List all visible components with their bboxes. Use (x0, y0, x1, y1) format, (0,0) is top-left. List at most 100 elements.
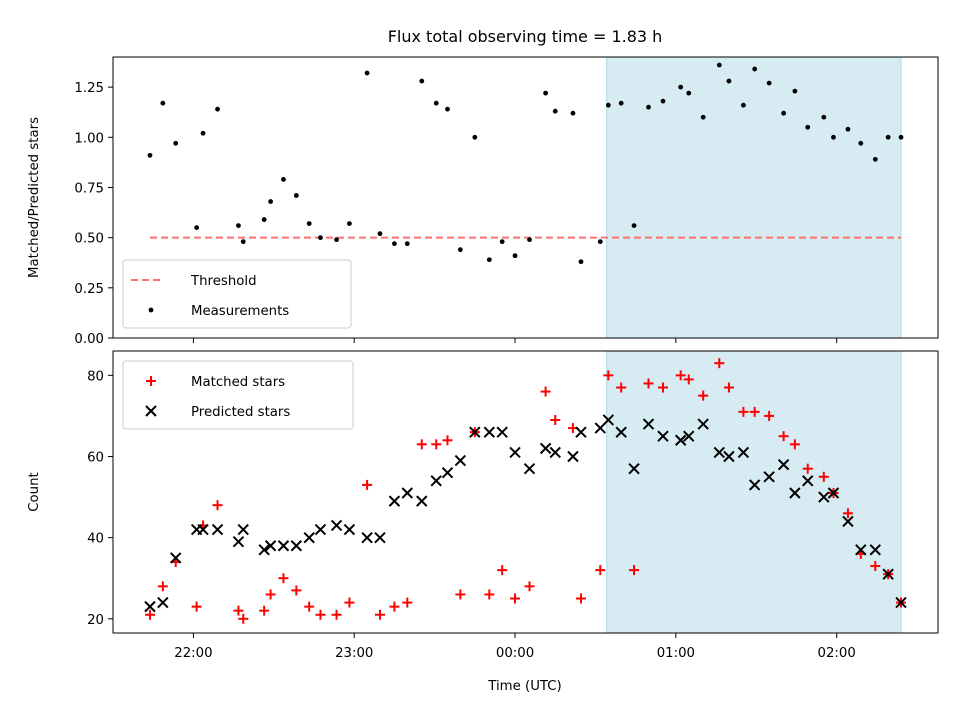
legend-marker-swatch-b (145, 405, 157, 417)
y-tick-label: 20 (87, 613, 104, 628)
data-point-b (539, 442, 552, 455)
legend-label: Predicted stars (191, 405, 290, 420)
data-point (683, 374, 694, 385)
data-point-b (723, 450, 735, 463)
data-point-b (509, 446, 521, 459)
data-point (441, 467, 454, 479)
y-tick-label: 40 (87, 532, 104, 547)
data-point-b (683, 430, 695, 442)
data-point-b (258, 544, 270, 556)
data-point-b (802, 475, 814, 487)
data-point (567, 450, 579, 463)
data-point (716, 62, 722, 68)
data-point (401, 487, 414, 499)
data-point-b (697, 418, 709, 430)
data-point (364, 70, 370, 76)
count-panel: 20 40 60 80 22:00 23:00 00:00 01:00 02:00 Count Ma… (27, 350, 939, 661)
data-point (763, 471, 775, 483)
data-point (741, 102, 746, 108)
legend-label: Threshold (190, 274, 257, 289)
data-point (805, 124, 811, 130)
data-point (629, 565, 640, 576)
data-point (334, 237, 339, 243)
data-point-b (567, 450, 579, 463)
data-point (484, 589, 495, 600)
y-axis-label: Matched/Predicted stars (27, 117, 42, 278)
data-point (658, 382, 668, 393)
legend: Threshold Measurements (122, 259, 352, 329)
data-point (362, 479, 373, 490)
data-point (845, 126, 851, 132)
data-point (752, 66, 758, 72)
data-point (749, 406, 760, 417)
data-point-b (737, 446, 750, 459)
data-point (278, 573, 289, 584)
data-point-b (818, 491, 830, 503)
data-point (416, 495, 428, 507)
data-point (818, 471, 829, 482)
data-point (723, 450, 735, 463)
data-point (258, 544, 270, 556)
data-point-b (855, 544, 867, 556)
data-point (331, 609, 342, 620)
data-point (144, 600, 156, 613)
data-point (527, 237, 532, 243)
data-point-b (483, 426, 496, 438)
data-point-b (237, 523, 249, 536)
data-point (683, 430, 695, 442)
data-point (674, 434, 687, 446)
x-axis-label: Time (UTC) (487, 679, 562, 694)
data-point (657, 430, 669, 442)
data-point (215, 106, 220, 112)
data-point-b (361, 531, 373, 544)
data-point (389, 601, 400, 612)
data-point (232, 535, 245, 548)
data-point (344, 597, 355, 608)
data-point (194, 225, 200, 231)
data-point-b (869, 544, 881, 556)
data-point (160, 100, 166, 106)
data-point (233, 605, 244, 616)
data-point (646, 104, 651, 110)
y-tick-label: 1.25 (74, 81, 104, 96)
x-tick-label: 23:00 (335, 646, 373, 661)
data-point (290, 540, 303, 552)
data-point (318, 235, 323, 241)
data-point (842, 508, 853, 519)
data-point (550, 414, 561, 425)
data-point (361, 531, 373, 544)
data-point (675, 370, 686, 381)
data-point (261, 217, 267, 222)
data-point-b (430, 475, 442, 487)
data-point (802, 463, 813, 474)
data-point (293, 193, 299, 198)
data-point (616, 382, 627, 393)
data-point (602, 414, 615, 426)
data-point (818, 491, 830, 503)
data-point (238, 613, 249, 624)
data-point (469, 426, 481, 438)
data-point-b (763, 471, 775, 483)
x-tick-label: 01:00 (657, 646, 695, 661)
y-tick-label: 0.50 (74, 232, 104, 247)
data-point (643, 378, 654, 389)
data-point-b (232, 535, 245, 548)
data-point-b (602, 414, 615, 426)
data-point-b (211, 523, 224, 536)
data-point-b (197, 523, 209, 536)
data-point (343, 523, 356, 536)
data-point-b (789, 487, 801, 499)
data-point-b (303, 531, 315, 544)
data-point (855, 544, 867, 556)
data-point-b (343, 523, 356, 536)
series-measurements (147, 62, 904, 265)
data-point (872, 156, 878, 162)
data-point-b (748, 479, 761, 491)
y-tick-label: 1.00 (74, 131, 104, 146)
data-point-b (264, 540, 277, 552)
data-point (766, 80, 772, 86)
data-point (496, 426, 508, 438)
data-point (603, 370, 614, 381)
data-point (144, 609, 155, 620)
